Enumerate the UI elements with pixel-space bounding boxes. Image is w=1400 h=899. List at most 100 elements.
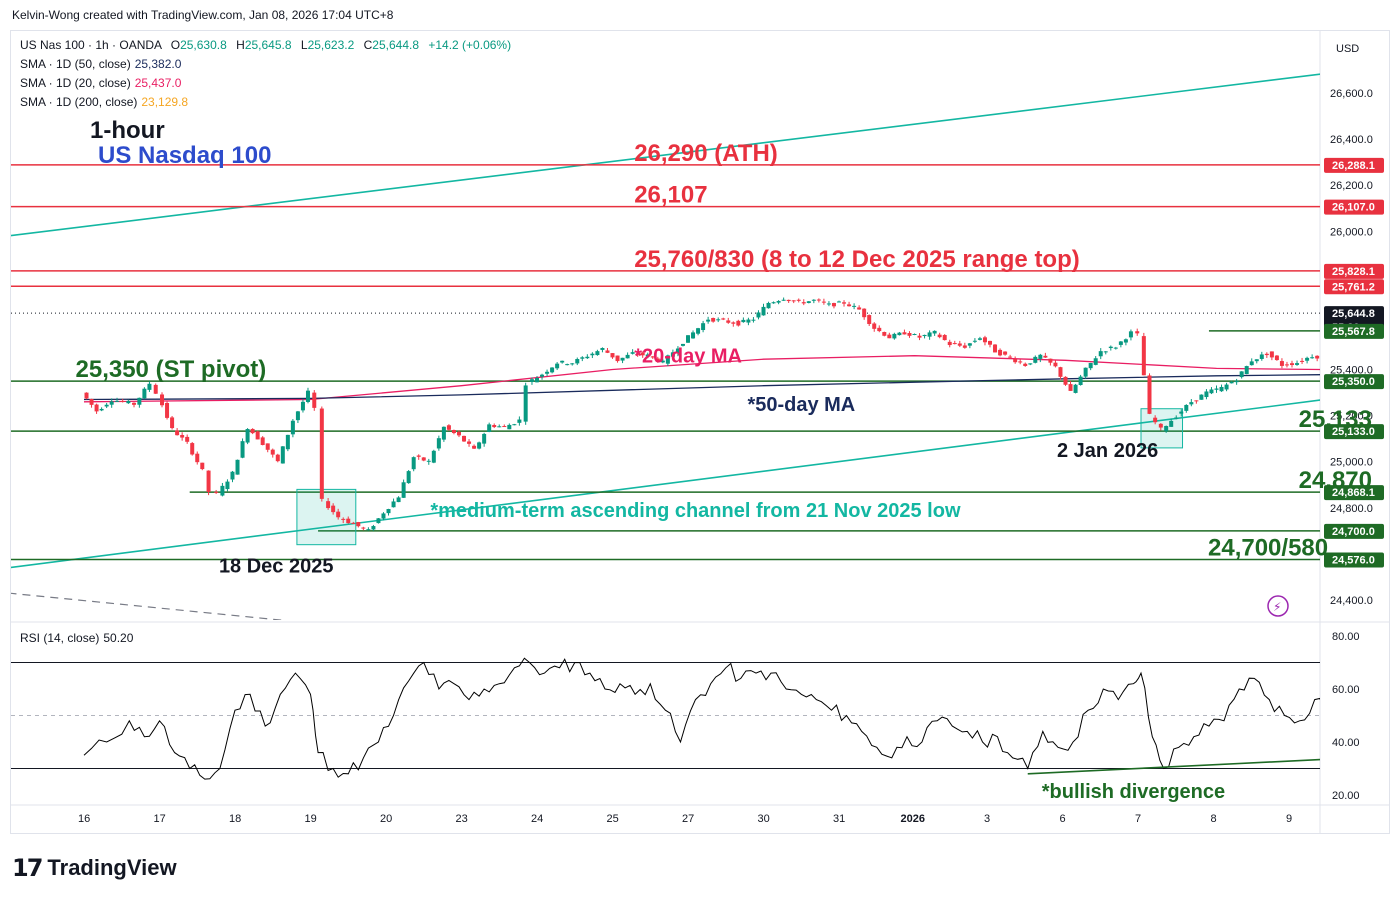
candle-body — [523, 385, 528, 422]
candle-body — [502, 426, 507, 428]
candle-body — [190, 443, 195, 455]
legend-change: +14.2 (+0.06%) — [428, 38, 512, 52]
main-pane[interactable] — [9, 47, 1400, 623]
candle-body — [331, 505, 336, 513]
candle-body — [1214, 388, 1219, 390]
candle-body — [630, 352, 635, 354]
candle-body — [126, 400, 131, 404]
candle-body — [731, 322, 736, 324]
y-tick-label: 25,400.0 — [1330, 365, 1373, 377]
candle-body — [922, 334, 927, 337]
candle-body — [1259, 354, 1264, 359]
candle-body — [680, 343, 685, 346]
candle-body — [615, 355, 620, 362]
rsi-annotation: *bullish divergence — [1042, 781, 1225, 803]
channel-lower-line[interactable] — [9, 372, 1400, 569]
sma50-line[interactable] — [83, 374, 1400, 401]
price-label-bg — [1324, 263, 1384, 279]
chart-subtitle: US Nasdaq 100 — [98, 142, 271, 169]
candle-body — [1269, 351, 1274, 358]
legend-l-value: 25,623.2 — [307, 38, 355, 52]
candle-body — [1209, 389, 1214, 394]
x-tick-label: 16 — [78, 813, 90, 825]
candle-body — [595, 351, 600, 356]
candle-body — [1128, 331, 1133, 338]
candle-body — [1274, 355, 1279, 361]
legend-sma200-value: 23,129.8 — [141, 95, 189, 109]
candle-body — [1325, 358, 1329, 359]
candle-body — [746, 319, 751, 323]
candle-body — [492, 425, 497, 428]
candle-body — [716, 319, 721, 321]
legend-rsi-label: RSI (14, close) — [20, 631, 100, 645]
chart-annotation: *20-day MA — [634, 346, 742, 368]
candle-body — [371, 526, 376, 530]
rsi-pane[interactable] — [11, 636, 1400, 780]
candle-body — [1239, 371, 1244, 378]
candle-body — [1244, 366, 1249, 375]
candle-body — [1199, 394, 1204, 400]
candle-body — [1224, 384, 1229, 390]
candle-body — [487, 424, 492, 433]
candle-body — [831, 303, 836, 307]
price-label-bg — [1324, 157, 1384, 173]
candle-body — [535, 378, 539, 383]
candle-body — [982, 337, 987, 343]
legend-h-value: 25,645.8 — [244, 38, 292, 52]
candle-body — [1073, 384, 1078, 393]
tradingview-logo[interactable]: 17 TradingView — [12, 854, 177, 882]
candle-body — [912, 334, 917, 336]
candle-body — [1063, 376, 1068, 385]
price-label-bg — [1324, 485, 1384, 501]
candle-body — [751, 319, 756, 321]
candle-body — [560, 360, 565, 363]
price-label: 24,868.1 — [1332, 487, 1375, 499]
candle-body — [917, 335, 922, 338]
candle-body — [1388, 296, 1392, 297]
candle-body — [147, 383, 152, 390]
channel-upper-line[interactable] — [9, 47, 1400, 237]
lightning-icon[interactable] — [1267, 595, 1289, 617]
candle-body — [1254, 359, 1259, 362]
dashed-trend-line[interactable] — [9, 592, 311, 623]
candle-body — [1093, 358, 1098, 365]
candle-body — [811, 299, 816, 301]
candle-body — [305, 390, 310, 402]
candle-body — [391, 501, 396, 508]
candle-body — [867, 315, 872, 324]
candle-body — [1290, 363, 1294, 366]
rsi-line[interactable] — [83, 636, 1400, 780]
candle-body — [756, 312, 761, 318]
candle-body — [806, 301, 811, 303]
sma20-line[interactable] — [83, 355, 1400, 403]
candle-body — [1153, 417, 1158, 423]
candle-body — [477, 442, 482, 449]
bullish-divergence-line[interactable] — [1027, 750, 1400, 775]
chart-title: 1-hour — [90, 117, 165, 144]
candle-body — [351, 522, 356, 524]
candle-body — [1083, 367, 1088, 377]
candle-body — [837, 301, 841, 303]
y-tick-label: 26,400.0 — [1330, 134, 1373, 146]
candle-body — [1158, 423, 1163, 428]
candle-body — [507, 424, 512, 430]
candle-body — [356, 522, 361, 527]
candle-body — [115, 400, 120, 402]
candle-body — [1315, 355, 1320, 359]
candle-body — [406, 471, 411, 484]
x-tick-label: 27 — [682, 813, 694, 825]
candle-body — [346, 518, 351, 524]
x-tick-label: 2026 — [901, 813, 925, 825]
candle-body — [1078, 376, 1083, 386]
candle-body — [436, 438, 441, 449]
candle-body — [245, 429, 250, 443]
x-tick-label: 25 — [607, 813, 619, 825]
candle-body — [462, 435, 467, 442]
candle-body — [726, 320, 731, 323]
candle-body — [1179, 411, 1184, 414]
candle-body — [1028, 363, 1033, 365]
legend-sma20: SMA · 1D (20, close) 25,437.0 — [20, 76, 181, 90]
candle-body — [94, 404, 99, 412]
candle-body — [1383, 297, 1387, 299]
